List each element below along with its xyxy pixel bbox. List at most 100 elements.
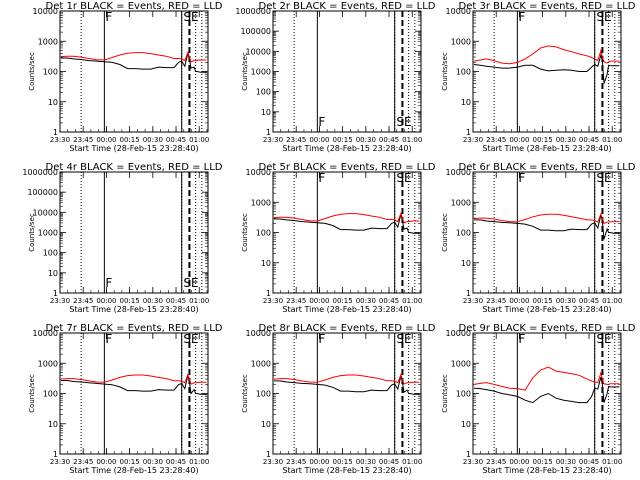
x-tick-label: 23:45 [73,136,93,144]
x-tick-label: 23:30 [263,297,283,305]
chart-panel-9: Det 9r BLACK = Events, RED = LLD 1 10 100 10… [441,323,636,475]
y-tick-label: 100 [456,229,471,238]
x-tick-label: 00:45 [166,458,186,466]
x-tick-label: 00:15 [533,458,553,466]
x-tick-label: 00:30 [356,136,376,144]
y-tick-label: 100000 [240,27,271,36]
series-line-events [61,53,207,73]
y-tick-label: 1 [266,289,271,298]
series-line-lld [60,50,207,63]
x-axis-label: Start Time (28-Feb-15 23:28:40) [69,466,198,475]
plot-frame [272,332,422,455]
x-tick-label: 23:30 [50,297,70,305]
chart-panel-6: Det 6r BLACK = Events, RED = LLD 1 10 100 10… [441,162,636,314]
x-tick-label: 01:00 [402,297,422,305]
x-tick-label: 00:15 [333,458,353,466]
start-end-marker-label: SE [183,10,198,24]
y-tick-label: 10 [461,420,471,429]
y-axis-label: Counts/sec [441,213,449,252]
y-tick-label: 1000 [38,359,58,368]
start-end-marker-label: SE [396,115,411,129]
y-axis-label: Counts/sec [28,213,36,252]
start-end-marker-label: SE [183,332,198,346]
start-end-marker-label: SE [596,332,611,346]
y-tick-label: 10000 [246,168,271,177]
start-end-marker-label: SE [596,171,611,185]
x-tick-label: 23:45 [286,136,306,144]
y-tick-label: 100 [43,390,58,399]
plot-frame [472,171,622,294]
x-tick-label: 00:45 [379,458,399,466]
x-tick-label: 00:30 [143,297,163,305]
plot-frame [272,171,422,294]
start-end-marker-label: SE [183,276,198,290]
chart-panel-4: Det 4r BLACK = Events, RED = LLD 1 10 100 10… [22,162,222,314]
chart-title: Det 9r BLACK = Events, RED = LLD [459,323,636,334]
x-tick-label: 00:00 [309,458,329,466]
x-tick-label: 00:30 [143,458,163,466]
y-tick-label: 1000 [451,359,471,368]
series-line-events [473,376,620,404]
x-tick-label: 00:45 [579,297,599,305]
y-axis-label: Counts/sec [441,52,449,91]
x-tick-label: 00:45 [579,458,599,466]
series-line-lld [273,211,420,224]
chart-title: Det 4r BLACK = Events, RED = LLD [46,162,223,173]
x-axis-label: Start Time (28-Feb-15 23:28:40) [282,466,411,475]
x-tick-label: 00:00 [509,458,529,466]
series-line-events [473,53,620,84]
y-axis-label: Counts/sec [28,374,36,413]
y-tick-label: 100 [43,249,58,258]
x-axis-label: Start Time (28-Feb-15 23:28:40) [482,305,611,314]
chart-panel-1: Det 1r BLACK = Events, RED = LLD 1 10 100 10… [28,1,223,153]
x-tick-label: 23:45 [486,458,506,466]
x-tick-label: 23:45 [286,458,306,466]
y-tick-label: 1000 [251,359,271,368]
x-tick-label: 00:30 [556,458,576,466]
x-tick-label: 00:00 [509,297,529,305]
plot-frame [59,171,209,294]
y-tick-label: 1 [266,450,271,459]
x-tick-label: 00:00 [96,458,116,466]
x-tick-label: 01:00 [402,136,422,144]
y-tick-label: 1000 [451,198,471,207]
y-tick-label: 1000 [251,68,271,77]
y-tick-label: 1000000 [235,7,271,16]
flare-marker-label: F [318,115,325,129]
chart-title: Det 7r BLACK = Events, RED = LLD [46,323,223,334]
y-tick-label: 10 [48,269,58,278]
series-line-lld [273,373,420,385]
y-tick-label: 100 [43,68,58,77]
x-tick-label: 23:30 [263,458,283,466]
chart-title: Det 2r BLACK = Events, RED = LLD [259,1,436,12]
x-axis-label: Start Time (28-Feb-15 23:28:40) [282,305,411,314]
series-line-lld [473,45,620,65]
y-tick-label: 100 [256,229,271,238]
x-axis-label: Start Time (28-Feb-15 23:28:40) [482,144,611,153]
x-tick-label: 01:00 [602,458,622,466]
chart-title: Det 1r BLACK = Events, RED = LLD [46,1,223,12]
x-axis-label: Start Time (28-Feb-15 23:28:40) [482,466,611,475]
chart-title: Det 5r BLACK = Events, RED = LLD [259,162,436,173]
x-tick-label: 00:15 [533,297,553,305]
series-line-lld [473,212,620,225]
x-tick-label: 00:00 [509,136,529,144]
y-tick-label: 1000 [451,37,471,46]
x-tick-label: 23:30 [263,136,283,144]
y-tick-label: 1 [53,450,58,459]
y-tick-label: 10000 [246,47,271,56]
y-tick-label: 10000 [33,329,58,338]
y-tick-label: 100 [256,390,271,399]
y-tick-label: 10 [261,108,271,117]
x-tick-label: 23:45 [486,136,506,144]
y-axis-label: Counts/sec [241,52,249,91]
chart-panel-8: Det 8r BLACK = Events, RED = LLD 1 10 100 10… [241,323,436,475]
y-tick-label: 100 [456,68,471,77]
x-tick-label: 00:00 [309,297,329,305]
series-line-events [474,214,620,240]
flare-marker-label: F [105,276,112,290]
x-tick-label: 23:30 [50,136,70,144]
x-tick-label: 01:00 [189,458,209,466]
x-tick-label: 23:45 [486,297,506,305]
